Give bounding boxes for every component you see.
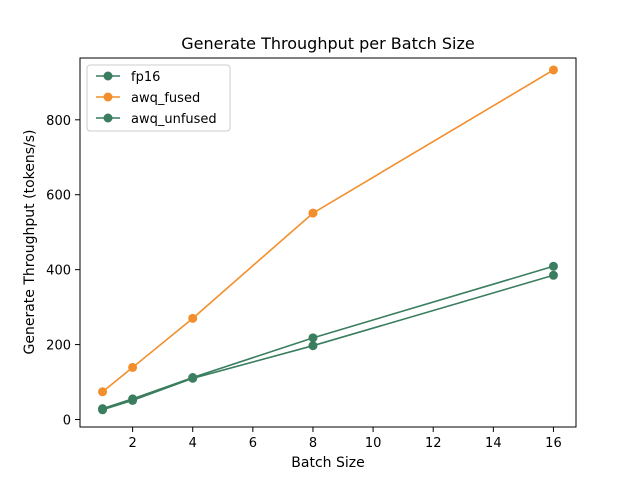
y-axis-label: Generate Throughput (tokens/s): [22, 130, 38, 355]
series-line-awq_unfused: [102, 274, 554, 411]
data-point-awq_fused: [128, 362, 138, 372]
y-tick-label: 600: [46, 189, 71, 204]
x-tick-label: 2: [128, 436, 136, 451]
legend: fp16 awq_fused awq_unfused: [86, 64, 231, 132]
y-tick-label: 0: [63, 414, 71, 429]
legend-marker-fp16: [103, 71, 113, 81]
legend-marker-awq_fused: [103, 92, 113, 102]
data-point-awq_unfused: [308, 341, 318, 351]
legend-label-awq_fused: awq_fused: [131, 91, 200, 106]
data-point-awq_fused: [98, 387, 108, 397]
y-tick-label: 800: [46, 114, 71, 129]
x-tick-label: 8: [309, 436, 317, 451]
chart-title: Generate Throughput per Batch Size: [181, 34, 474, 53]
legend-label-fp16: fp16: [131, 70, 160, 85]
axes-frame: [79, 57, 577, 428]
plot-area: 2 4 6 8 10 12 14 16 0 200 400 600 800: [46, 65, 562, 451]
x-tick-label: 4: [189, 436, 197, 451]
x-tick-label: 14: [485, 436, 502, 451]
x-tick-label: 12: [425, 436, 442, 451]
y-tick-label: 400: [46, 264, 71, 279]
legend-marker-awq_unfused: [103, 113, 113, 123]
data-point-awq_fused: [308, 208, 318, 218]
data-point-awq_unfused: [548, 270, 558, 280]
legend-label-awq_unfused: awq_unfused: [131, 112, 217, 127]
legend-box: [86, 64, 231, 132]
y-tick-label: 200: [46, 339, 71, 354]
x-axis-label: Batch Size: [291, 455, 364, 471]
data-point-fp16: [548, 261, 558, 271]
data-point-fp16: [308, 333, 318, 343]
data-point-awq_unfused: [98, 405, 108, 415]
data-point-awq_unfused: [188, 373, 198, 383]
data-point-awq_fused: [548, 65, 558, 75]
x-tick-label: 16: [545, 436, 562, 451]
data-point-awq_unfused: [128, 395, 138, 405]
x-tick-label: 10: [365, 436, 382, 451]
x-tick-label: 6: [249, 436, 257, 451]
data-point-awq_fused: [188, 313, 198, 323]
